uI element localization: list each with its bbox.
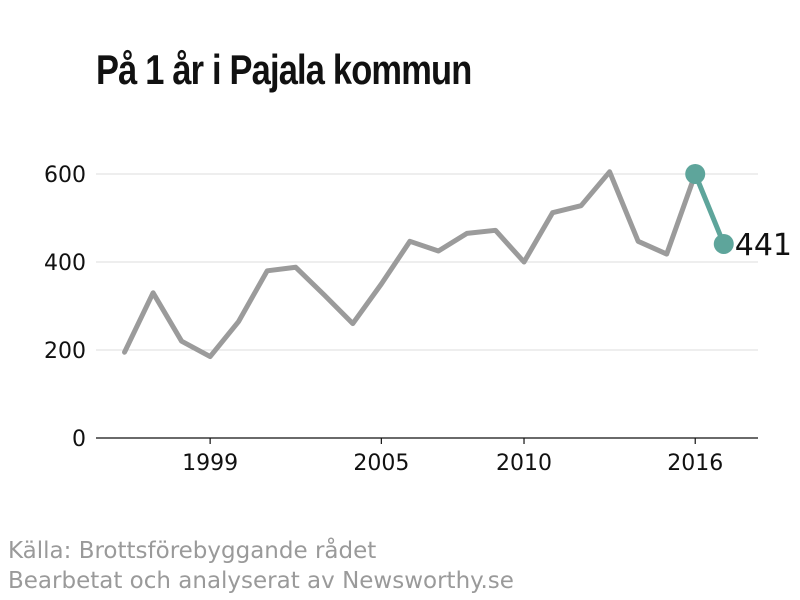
x-tick-label: 2010 — [496, 451, 552, 476]
highlight-point — [713, 233, 734, 254]
data-labels: 441 — [735, 228, 792, 263]
x-tick-label: 2016 — [667, 451, 723, 476]
y-tick-label: 0 — [72, 427, 86, 452]
credit-line: Bearbetat och analyserat av Newsworthy.s… — [8, 568, 514, 594]
series-lines — [122, 169, 727, 360]
x-axis-ticks: 1999 2005 2010 2016 — [182, 438, 723, 476]
chart-title: På 1 år i Pajala kommun — [96, 46, 472, 93]
y-axis-ticks: 0 200 400 600 — [44, 163, 86, 452]
highlight-line — [692, 171, 727, 247]
grid-lines — [96, 173, 758, 351]
highlight-points — [685, 164, 734, 254]
source-credit: Källa: Brottsförebyggande rådet Bearbeta… — [8, 536, 514, 596]
x-tick-label: 1999 — [182, 451, 238, 476]
y-tick-label: 200 — [44, 339, 86, 364]
line-chart: 0 200 400 600 1999 2005 2010 2016 441 — [44, 163, 792, 476]
end-value-label: 441 — [735, 228, 792, 263]
y-tick-label: 400 — [44, 251, 86, 276]
y-tick-label: 600 — [44, 163, 86, 188]
source-line: Källa: Brottsförebyggande rådet — [8, 538, 377, 564]
series-line — [122, 169, 698, 360]
highlight-point — [685, 164, 706, 184]
x-tick-label: 2005 — [353, 451, 409, 476]
